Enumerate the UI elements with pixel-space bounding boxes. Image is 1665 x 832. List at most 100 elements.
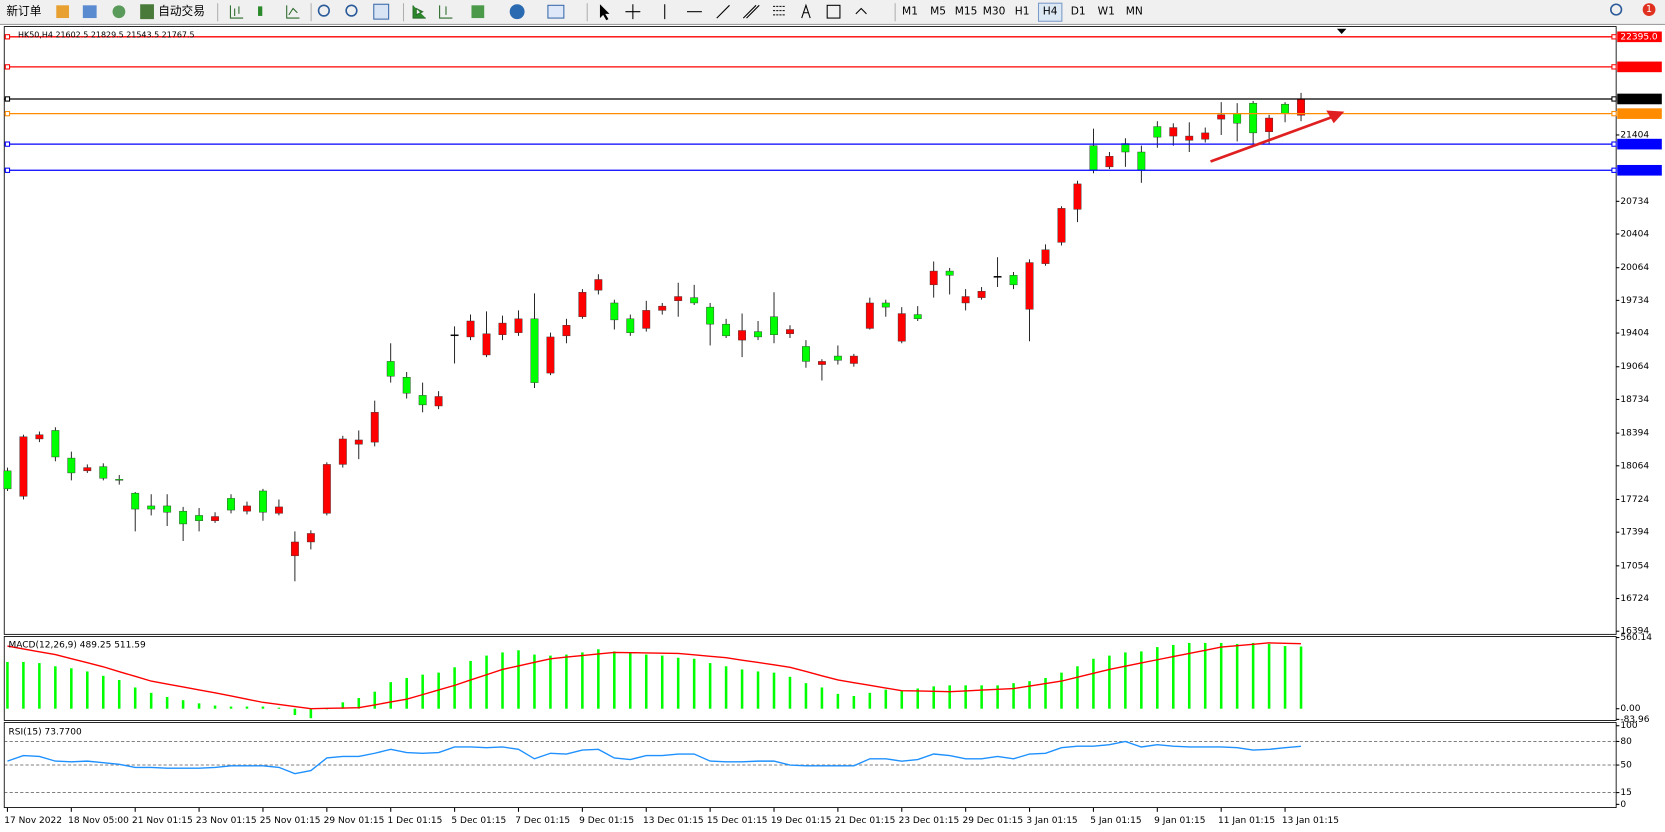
candle-body (546, 336, 555, 374)
macd-bar (1108, 655, 1111, 709)
zoom-in-icon[interactable] (317, 4, 330, 17)
line-chart-icon[interactable] (286, 5, 300, 19)
x-tick-label: 23 Nov 01:15 (196, 816, 257, 826)
auto-trading-button[interactable]: 自动交易 (158, 4, 205, 18)
timeframe-button[interactable]: H4 (1043, 5, 1058, 18)
notification-badge[interactable] (1642, 3, 1656, 16)
candle-body (370, 412, 379, 443)
candle-body (1057, 208, 1066, 243)
candle-body (562, 325, 571, 337)
macd-bar (197, 703, 201, 709)
trendline-icon[interactable] (716, 4, 730, 19)
candle-body (770, 316, 778, 335)
notification-count[interactable]: 1 (1646, 4, 1652, 15)
label-icon[interactable] (826, 4, 841, 19)
auto-trading-icon[interactable] (140, 4, 154, 20)
icon[interactable] (56, 5, 70, 19)
candle-body (913, 314, 922, 320)
macd-bar (501, 652, 504, 709)
x-tick-label: 3 Jan 01:15 (1026, 816, 1077, 826)
channel-icon[interactable] (742, 4, 760, 19)
candle-body (817, 361, 826, 365)
cursor-icon[interactable] (599, 4, 610, 21)
y-tick-label: 18064 (1620, 461, 1649, 471)
macd-bar (980, 685, 983, 709)
text-icon[interactable] (801, 3, 811, 19)
candle-body (99, 466, 108, 479)
zoom-out-icon[interactable] (345, 4, 358, 17)
timeframe-button[interactable]: M15 (955, 5, 978, 18)
shapes-icon[interactable] (855, 7, 867, 15)
y-tick-label: 0 (1620, 800, 1626, 810)
candle-body (881, 302, 890, 308)
shift-icon[interactable] (439, 5, 453, 19)
timeframe-button[interactable]: MN (1126, 5, 1143, 18)
candle-body (722, 323, 731, 337)
macd-bar (357, 698, 361, 709)
macd-bar (804, 683, 808, 709)
timeframe-button[interactable]: D1 (1071, 5, 1086, 18)
price-line-handle (4, 64, 11, 70)
candle-icon[interactable] (258, 6, 263, 16)
x-tick-label: 13 Jan 01:15 (1282, 816, 1339, 826)
macd-bar (708, 663, 712, 709)
timeframe-button[interactable]: M1 (902, 5, 918, 18)
timeframe-active[interactable] (1037, 2, 1063, 22)
candle-body (1137, 151, 1146, 171)
timeframe-button[interactable]: H1 (1015, 5, 1030, 18)
y-tick-label: 50 (1620, 761, 1632, 771)
timeframe-button[interactable]: M5 (930, 5, 946, 18)
macd-bar (1171, 644, 1175, 709)
macd-bar (788, 676, 792, 709)
macd-bar (820, 687, 824, 709)
candle-body (929, 270, 938, 286)
macd-bar (453, 667, 456, 709)
fibo-icon[interactable] (773, 5, 786, 16)
annotation-arrowhead (1326, 110, 1345, 124)
candle-body (674, 296, 683, 301)
y-tick-label: 100 (1620, 721, 1637, 731)
templates-icon[interactable] (547, 4, 565, 19)
icon[interactable] (82, 5, 97, 19)
periods-icon[interactable] (509, 4, 525, 20)
candle-body (179, 510, 188, 525)
candle-body (3, 470, 12, 490)
tile-icon[interactable] (373, 3, 390, 20)
candle-body (1121, 143, 1130, 153)
y-tick-label: 0.00 (1620, 704, 1640, 714)
macd-bar (740, 669, 744, 709)
macd-bar (70, 668, 73, 709)
candle-body (402, 377, 411, 394)
candle-body (849, 355, 858, 364)
x-tick-label: 5 Jan 01:15 (1090, 816, 1141, 826)
y-tick-label: 18394 (1620, 429, 1649, 439)
x-tick-label: 9 Dec 01:15 (579, 816, 634, 826)
timeframe-button[interactable]: M30 (983, 5, 1006, 18)
y-tick-label: 19064 (1620, 362, 1649, 372)
macd-bar (277, 707, 281, 709)
timeframe-button[interactable]: W1 (1098, 5, 1115, 18)
macd-bar (517, 650, 520, 709)
candle-body (466, 320, 475, 338)
new-order-button[interactable]: 新订单 (6, 4, 41, 18)
icon[interactable] (112, 5, 126, 19)
search-icon[interactable] (1610, 3, 1623, 16)
macd-bar (1156, 647, 1159, 709)
candle-body (1185, 135, 1194, 141)
indicators-icon[interactable] (471, 5, 485, 19)
candle-body (993, 276, 1002, 278)
macd-bar (629, 652, 632, 709)
macd-bar (245, 706, 249, 709)
macd-bar (1251, 642, 1255, 709)
macd-bar (325, 708, 329, 710)
crosshair-icon[interactable] (625, 4, 641, 20)
candle-body (1089, 145, 1098, 171)
autoscroll-icon[interactable] (412, 5, 426, 19)
candle-body (945, 270, 954, 276)
bar-chart-icon[interactable] (229, 5, 244, 19)
price-tag (1617, 138, 1662, 150)
macd-bar (86, 671, 89, 709)
price-line-handle (1611, 96, 1617, 102)
candle-body (19, 436, 28, 497)
price-line-handle (4, 110, 11, 117)
